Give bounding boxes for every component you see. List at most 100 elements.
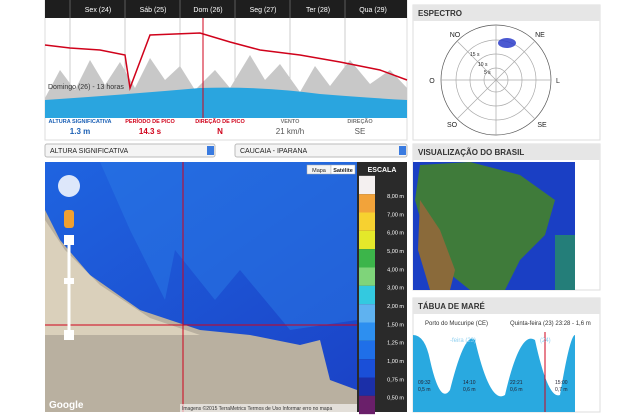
day-label[interactable]: Sáb (25) bbox=[140, 7, 167, 14]
variable-select-text: ALTURA SIGNIFICATIVA bbox=[50, 148, 129, 155]
spectrum-header bbox=[413, 5, 600, 21]
tide-current: Quinta-feira (23) 23:28 - 1,6 m bbox=[510, 321, 591, 327]
tide-height: 0,6 m bbox=[463, 387, 476, 393]
direction-label: NE bbox=[535, 32, 545, 39]
scale-swatch bbox=[359, 395, 375, 415]
location-select-text: CAUCAIA - IPARANA bbox=[240, 148, 307, 155]
tide-day: -feira (23) bbox=[450, 338, 476, 344]
sea-layer bbox=[100, 162, 357, 330]
scale-label: 0,50 m bbox=[387, 396, 404, 402]
scale-label: 2,00 m bbox=[387, 304, 404, 310]
zoom-out[interactable] bbox=[64, 330, 74, 340]
map-type-label: Mapa bbox=[312, 168, 327, 174]
metric-label: ALTURA SIGNIFICATIVA bbox=[48, 119, 111, 125]
day-label[interactable]: Ter (28) bbox=[306, 7, 330, 14]
tide-time: 14:10 bbox=[463, 380, 476, 386]
map-type-button[interactable] bbox=[330, 164, 356, 175]
select-arrow bbox=[399, 146, 406, 155]
variable-select[interactable] bbox=[44, 143, 216, 158]
period-label: 15 s bbox=[470, 52, 480, 58]
scale-label: 0,75 m bbox=[387, 377, 404, 383]
scale-swatch bbox=[359, 377, 375, 396]
metric-value: SE bbox=[355, 127, 366, 136]
tide-height: 0,6 m bbox=[510, 387, 523, 393]
spectrum-title: ESPECTRO bbox=[418, 9, 462, 18]
tide-time: 15:00 bbox=[555, 380, 568, 386]
period-label: 10 s bbox=[478, 62, 488, 68]
direction-label: NO bbox=[450, 32, 461, 39]
tide-height: 0,7 m bbox=[555, 387, 568, 393]
map-attribution: Imagens ©2015 TerraMetrics Termos de Uso… bbox=[182, 405, 332, 412]
day-label[interactable]: Sex (24) bbox=[85, 7, 111, 14]
energy-peak bbox=[498, 38, 516, 48]
metric-label: DIREÇÃO DE PICO bbox=[195, 118, 245, 125]
tide-day: (24) bbox=[540, 338, 551, 344]
spectrum-panel bbox=[412, 4, 601, 141]
metric-value: 21 km/h bbox=[276, 127, 304, 136]
scale-swatch bbox=[359, 304, 375, 323]
andes bbox=[418, 200, 455, 290]
polar-grid bbox=[440, 24, 552, 136]
brazil-header bbox=[413, 144, 600, 160]
wave-area bbox=[45, 87, 407, 118]
map-brand: Google bbox=[49, 400, 84, 411]
scale-swatch bbox=[359, 359, 375, 378]
direction-label: SO bbox=[447, 122, 458, 129]
attribution-bg bbox=[180, 404, 357, 412]
day-label[interactable]: Dom (26) bbox=[193, 7, 222, 14]
metric-value: N bbox=[217, 127, 223, 136]
metric-label: DIREÇÃO bbox=[347, 118, 373, 125]
metric-value: 14.3 s bbox=[139, 127, 162, 136]
tide-time: 22:21 bbox=[510, 380, 523, 386]
tide-station: Porto do Mucuripe (CE) bbox=[425, 321, 488, 327]
zoom-in[interactable] bbox=[64, 235, 74, 245]
scale-label: 4,00 m bbox=[387, 267, 404, 273]
scale-swatch bbox=[359, 322, 375, 341]
tide-time: 09:32 bbox=[418, 380, 431, 386]
select-arrow bbox=[207, 146, 214, 155]
tide-curve bbox=[413, 335, 575, 412]
metric-label: PERÍODO DE PICO bbox=[125, 117, 175, 125]
beach bbox=[45, 220, 200, 335]
scale-label: 6,00 m bbox=[387, 231, 404, 237]
scale-label: 5,00 m bbox=[387, 249, 404, 255]
scale-label: 3,00 m bbox=[387, 286, 404, 292]
south-swell bbox=[555, 235, 575, 290]
period-label: 5 s bbox=[484, 70, 491, 76]
scale-title: ESCALA bbox=[368, 167, 397, 174]
tide-header bbox=[413, 298, 600, 314]
metric-label: VENTO bbox=[281, 119, 301, 125]
scale-label: 1,00 m bbox=[387, 359, 404, 365]
scale-label: 1,50 m bbox=[387, 322, 404, 328]
metric-value: 1.3 m bbox=[70, 127, 90, 136]
scale-swatch bbox=[359, 340, 375, 360]
day-label[interactable]: Qua (29) bbox=[359, 7, 387, 14]
scale-swatch bbox=[359, 285, 375, 305]
scale-label: 8,00 m bbox=[387, 194, 404, 200]
zoom-thumb[interactable] bbox=[64, 278, 74, 284]
scale-swatch bbox=[359, 267, 375, 286]
direction-label: L bbox=[556, 78, 560, 85]
brazil-title: VISUALIZAÇÃO DO BRASIL bbox=[418, 148, 524, 157]
direction-label: O bbox=[429, 78, 435, 85]
street-view[interactable] bbox=[64, 210, 74, 228]
scale-swatch bbox=[359, 212, 375, 231]
day-bar bbox=[45, 0, 407, 18]
scale-swatch bbox=[359, 175, 375, 195]
tide-title: TÁBUA DE MARÉ bbox=[418, 302, 485, 311]
period-line bbox=[44, 32, 408, 91]
map-type-label: Satélite bbox=[333, 168, 353, 174]
scale-swatch bbox=[359, 249, 375, 268]
day-label[interactable]: Seg (27) bbox=[250, 7, 277, 14]
tide-height: 0,5 m bbox=[418, 387, 431, 393]
scale-label: 7,00 m bbox=[387, 212, 404, 218]
pan-control[interactable] bbox=[58, 175, 80, 197]
scale-label: 1,25 m bbox=[387, 341, 404, 347]
time-label: Domingo (26) - 13 horas bbox=[48, 84, 124, 91]
scale-swatch bbox=[359, 194, 375, 213]
scale-swatch bbox=[359, 230, 375, 250]
land bbox=[45, 210, 357, 412]
direction-label: SE bbox=[537, 122, 547, 129]
location-select[interactable] bbox=[234, 143, 408, 158]
